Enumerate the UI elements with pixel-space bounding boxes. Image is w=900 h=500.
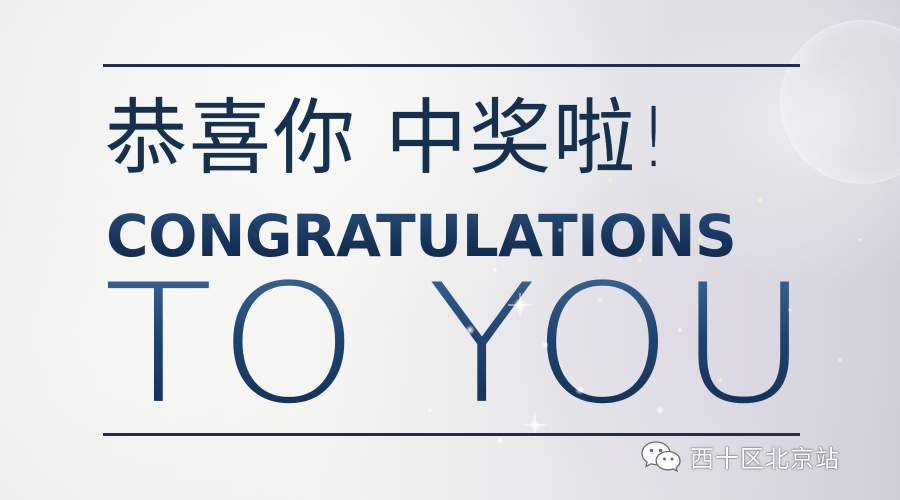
wechat-icon — [641, 441, 681, 473]
to-you-headline: TO YOU — [104, 262, 824, 428]
bottom-divider — [103, 433, 800, 436]
chinese-headline: 恭喜你 中奖啦! — [105, 91, 672, 186]
watermark-text: 西十区北京站 — [690, 444, 840, 473]
top-divider — [103, 64, 800, 67]
congratulations-headline: CONGRATULATIONS — [106, 196, 806, 276]
watermark: 西十区北京站 — [640, 436, 840, 476]
